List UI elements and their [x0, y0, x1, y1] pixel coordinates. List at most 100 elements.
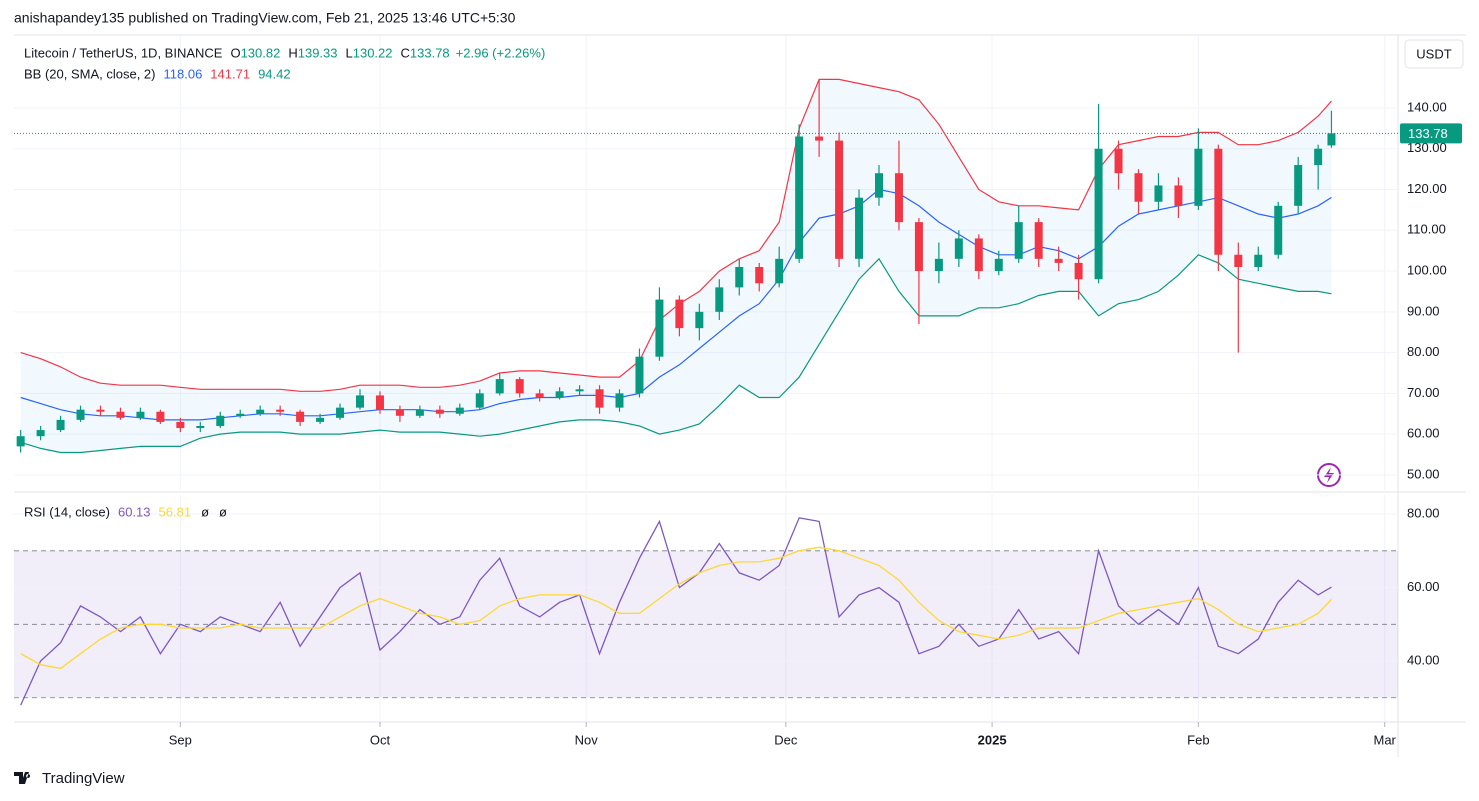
- x-tick-label: Dec: [774, 732, 798, 747]
- legend-text: 130.22: [353, 45, 393, 60]
- publish-info: anishapandey135 published on TradingView…: [14, 10, 516, 26]
- y-tick-label: 70.00: [1407, 385, 1440, 400]
- currency[interactable]: USDT: [1416, 46, 1451, 61]
- candle-body: [655, 299, 664, 357]
- candle-body: [555, 391, 564, 398]
- legend-text: RSI (14, close): [24, 504, 110, 519]
- bb-fill: [20, 79, 1332, 453]
- candle-body: [775, 258, 784, 284]
- candle-body: [96, 409, 105, 412]
- candle-body: [156, 411, 165, 422]
- y-tick-label: 130.00: [1407, 140, 1447, 155]
- legend-text: C: [401, 45, 410, 60]
- x-tick-label: Nov: [575, 732, 599, 747]
- candle-body: [954, 238, 963, 259]
- legend-text: 141.71: [210, 66, 250, 81]
- y-tick-label: 120.00: [1407, 181, 1447, 196]
- candle-body: [715, 287, 724, 312]
- candle-body: [136, 411, 145, 418]
- candle-body: [16, 436, 25, 447]
- candle-body: [1174, 185, 1183, 206]
- legend-text: ø: [201, 504, 209, 519]
- candle-body: [1014, 222, 1023, 259]
- candle-body: [495, 379, 504, 394]
- rsi-line: [20, 546, 1332, 670]
- candle-body: [934, 258, 943, 272]
- candle-body: [875, 173, 883, 198]
- x-tick-label: Mar: [1373, 732, 1396, 747]
- candle-body: [116, 411, 125, 418]
- candle-body: [375, 395, 384, 410]
- candle-body: [735, 266, 744, 288]
- candle-body: [1194, 148, 1203, 206]
- legend-text: Litecoin / TetherUS, 1D, BINANCE: [24, 45, 223, 60]
- candle-body: [1294, 165, 1303, 206]
- candle-body: [1074, 262, 1083, 280]
- candle-body: [974, 238, 983, 272]
- candle-body: [635, 356, 644, 394]
- candle-body: [236, 413, 245, 416]
- candle-body: [615, 393, 624, 408]
- candle-body: [675, 299, 684, 329]
- x-tick-label: Oct: [370, 732, 391, 747]
- candle-body: [1314, 148, 1323, 166]
- legend-text: BB (20, SMA, close, 2): [24, 66, 156, 81]
- candle-body: [835, 140, 844, 259]
- candle-body: [475, 393, 484, 408]
- candle-body: [435, 409, 444, 414]
- legend-text: +2.96 (+2.26%): [456, 45, 546, 60]
- candle-body: [276, 409, 285, 412]
- currency-button[interactable]: [1404, 39, 1464, 69]
- legend-text: 139.33: [298, 45, 338, 60]
- candle-body: [1134, 173, 1143, 202]
- candle-body: [356, 395, 364, 408]
- candle-body: [415, 409, 424, 416]
- y-tick-label: 50.00: [1407, 466, 1440, 481]
- legend-text: H: [288, 45, 297, 60]
- candle-body: [575, 389, 584, 392]
- candle-body: [595, 389, 604, 408]
- candle-body: [1034, 222, 1043, 259]
- x-tick-label: Sep: [169, 732, 192, 747]
- y-tick-label: 40.00: [1407, 652, 1440, 667]
- y-tick-label: 110.00: [1407, 222, 1446, 237]
- x-tick-label: 2025: [978, 732, 1007, 747]
- brand: TradingView: [42, 770, 125, 787]
- last-price-label: 133.78: [1408, 126, 1448, 141]
- candle-body: [1214, 148, 1223, 255]
- candle-body: [76, 409, 85, 420]
- y-tick-label: 140.00: [1407, 99, 1447, 114]
- y-tick-label: 90.00: [1407, 303, 1440, 318]
- candle-body: [36, 430, 45, 437]
- legend-text: ø: [219, 504, 227, 519]
- legend-text: 118.06: [164, 66, 203, 81]
- candle-body: [176, 421, 185, 429]
- candle-body: [316, 417, 325, 422]
- candle-body: [914, 222, 923, 272]
- legend-text: 56.81: [159, 504, 192, 519]
- last-price-box: [1400, 123, 1462, 144]
- candle-body: [1274, 205, 1283, 255]
- candle-body: [795, 136, 804, 259]
- candle-body: [56, 419, 65, 431]
- legend-text: O: [230, 45, 240, 60]
- candle-body: [1154, 185, 1163, 202]
- legend-text: 60.13: [118, 504, 151, 519]
- legend-text: 94.42: [258, 66, 291, 81]
- legend-text: 133.78: [410, 45, 450, 60]
- candle-body: [1254, 254, 1263, 267]
- y-tick-label: 60.00: [1407, 426, 1440, 441]
- bb-line: [20, 254, 1332, 454]
- candle-body: [994, 258, 1003, 272]
- candle-body: [336, 407, 345, 418]
- y-tick-label: 80.00: [1407, 506, 1440, 521]
- candle-body: [1327, 133, 1336, 146]
- candle-body: [1114, 148, 1123, 174]
- y-tick-label: 100.00: [1407, 262, 1447, 277]
- candle-body: [256, 409, 265, 414]
- x-tick-label: Feb: [1187, 732, 1209, 747]
- candle-body: [216, 415, 225, 426]
- logo: [14, 772, 31, 784]
- candle-body: [755, 266, 764, 284]
- candle-body: [455, 407, 464, 414]
